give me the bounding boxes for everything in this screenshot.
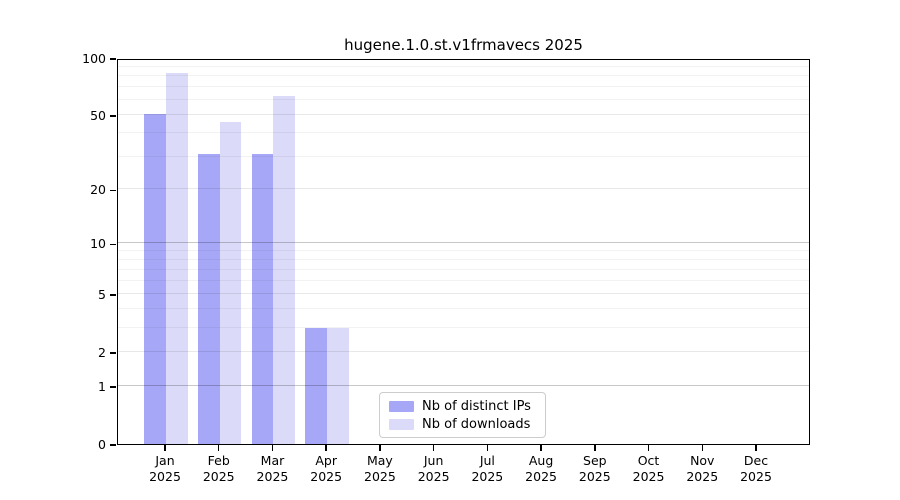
ytick-mark-1	[110, 386, 116, 388]
xtick-label-feb: Feb 2025	[187, 453, 251, 485]
xtick-year-jan: 2025	[149, 469, 181, 484]
plot-area: Nb of distinct IPs Nb of downloads	[117, 59, 810, 445]
bars-layer	[118, 60, 809, 444]
legend: Nb of distinct IPs Nb of downloads	[379, 392, 546, 438]
ytick-label-5: 5	[98, 287, 106, 303]
ytick-mark-20	[110, 189, 116, 192]
bar-feb-distinct-ips	[198, 154, 220, 444]
bar-mar-distinct-ips	[251, 154, 274, 444]
legend-item-distinct-ips: Nb of distinct IPs	[389, 398, 536, 414]
bar-apr-downloads	[327, 328, 349, 444]
xtick-label-jun: Jun 2025	[402, 453, 466, 485]
ytick-label-0: 0	[98, 437, 106, 452]
ytick-mark-100	[110, 58, 116, 60]
xtick-mark-nov	[701, 445, 704, 451]
xtick-year-jul: 2025	[471, 469, 504, 484]
xtick-label-oct: Oct 2025	[617, 453, 681, 485]
ytick-label-50: 50	[90, 108, 106, 124]
ytick-mark-5	[110, 294, 116, 296]
xtick-year-oct: 2025	[632, 469, 665, 484]
xtick-label-aug: Aug 2025	[509, 453, 573, 485]
xtick-label-dec: Dec 2025	[724, 453, 788, 485]
ytick-label-100: 100	[82, 51, 106, 66]
xtick-year-nov: 2025	[686, 469, 719, 484]
xtick-label-apr: Apr 2025	[294, 453, 358, 485]
xtick-mark-jun	[432, 445, 435, 451]
bar-mar-downloads	[273, 96, 296, 444]
xtick-year-mar: 2025	[256, 469, 289, 484]
bar-feb-downloads	[219, 121, 242, 444]
xtick-label-may: May 2025	[348, 453, 412, 485]
ytick-label-10: 10	[90, 236, 106, 252]
xtick-year-apr: 2025	[310, 469, 343, 484]
xtick-mark-apr	[325, 445, 327, 451]
legend-label-downloads: Nb of downloads	[422, 416, 531, 432]
ytick-mark-50	[110, 115, 116, 117]
xtick-mark-jan	[164, 445, 166, 451]
xtick-mark-jul	[486, 445, 489, 451]
xtick-label-mar: Mar 2025	[240, 453, 304, 485]
xtick-label-nov: Nov 2025	[670, 453, 734, 485]
xtick-year-sep: 2025	[578, 469, 611, 484]
bar-jan-downloads	[166, 73, 188, 444]
ytick-mark-2	[110, 352, 116, 354]
ytick-label-2: 2	[98, 345, 106, 361]
legend-label-distinct-ips: Nb of distinct IPs	[422, 398, 531, 414]
bar-jan-distinct-ips	[144, 113, 166, 444]
xtick-year-dec: 2025	[740, 469, 772, 484]
legend-swatch-downloads	[389, 418, 414, 430]
xtick-mark-dec	[755, 445, 757, 451]
ytick-label-1: 1	[98, 379, 106, 395]
xtick-mark-oct	[647, 445, 650, 451]
legend-swatch-distinct-ips	[389, 400, 414, 412]
xtick-mark-mar	[271, 445, 274, 451]
xtick-mark-feb	[217, 445, 220, 451]
chart-title: hugene.1.0.st.v1frmavecs 2025	[344, 36, 583, 54]
xtick-mark-sep	[594, 445, 596, 451]
xtick-label-jul: Jul 2025	[455, 453, 519, 485]
xtick-year-feb: 2025	[202, 469, 235, 484]
ytick-mark-0	[110, 444, 116, 446]
legend-item-downloads: Nb of downloads	[389, 416, 536, 432]
xtick-mark-may	[379, 445, 381, 451]
xtick-year-jun: 2025	[417, 469, 450, 484]
xtick-year-aug: 2025	[525, 469, 557, 484]
xtick-mark-aug	[540, 445, 542, 451]
xtick-year-may: 2025	[364, 469, 396, 484]
bar-apr-distinct-ips	[305, 328, 328, 444]
ytick-label-20: 20	[90, 182, 106, 198]
xtick-label-jan: Jan 2025	[133, 453, 197, 485]
ytick-mark-10	[110, 243, 116, 246]
xtick-label-sep: Sep 2025	[563, 453, 627, 485]
